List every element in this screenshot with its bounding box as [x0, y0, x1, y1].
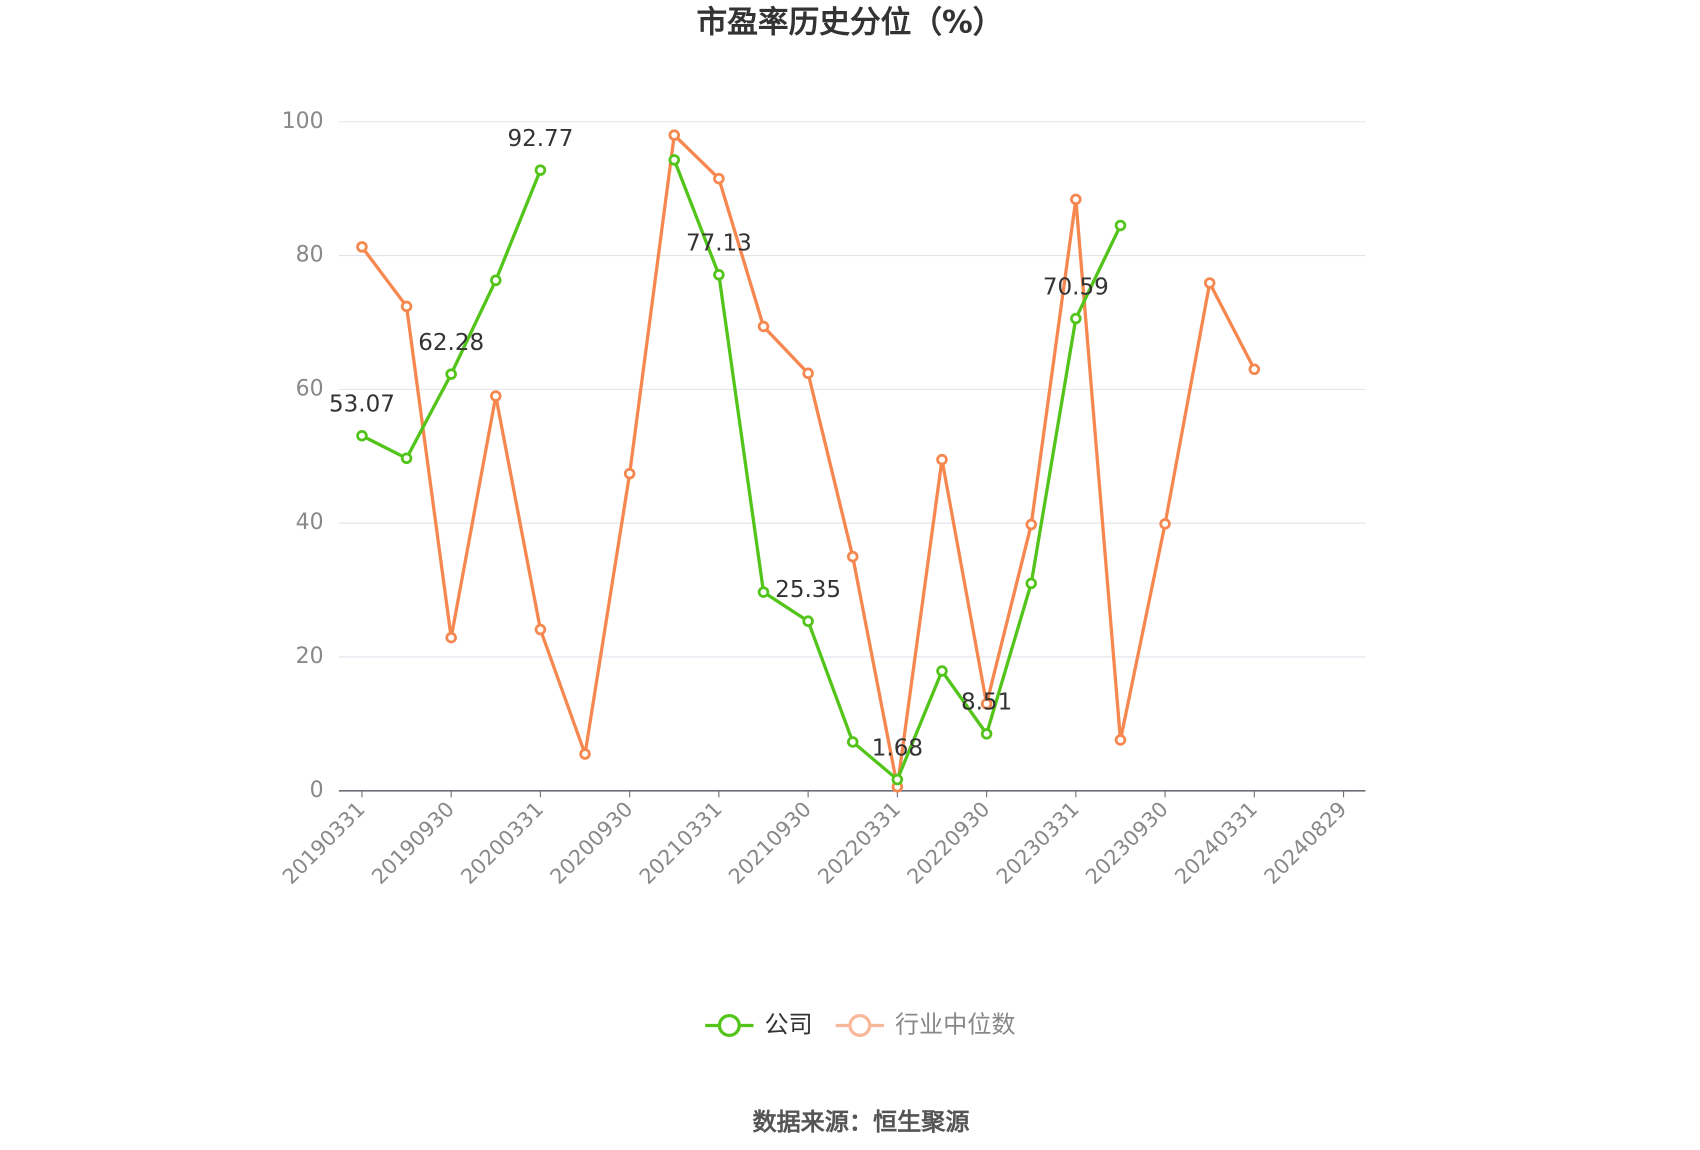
data-label: 1.68	[872, 735, 923, 761]
point	[891, 773, 904, 786]
point	[713, 172, 725, 185]
point	[534, 164, 547, 176]
x-tick-label: 20240829	[1259, 797, 1351, 889]
point	[400, 452, 413, 465]
y-tick-label: 100	[282, 109, 324, 134]
data-label: 62.28	[418, 330, 484, 356]
x-tick-label: 20210331	[635, 797, 727, 889]
x-tick-label: 20220331	[813, 797, 905, 889]
data-label: 92.77	[507, 126, 573, 152]
point	[980, 698, 993, 710]
data-label: 8.51	[961, 690, 1012, 716]
point	[356, 241, 368, 253]
chart-title: 市盈率历史分位（%）	[697, 5, 1004, 41]
x-tick-label: 20200331	[456, 797, 548, 889]
point	[846, 550, 859, 563]
point	[757, 586, 770, 598]
point	[445, 368, 457, 380]
data-label: 53.07	[329, 392, 395, 418]
legend-marker	[848, 1013, 872, 1038]
legend-item: 公司	[705, 1011, 813, 1039]
data-label: 70.59	[1043, 274, 1109, 300]
y-tick-label: 20	[296, 644, 324, 669]
data-label: 25.35	[775, 577, 841, 603]
legend-label: 公司	[764, 1011, 812, 1039]
y-tick-label: 60	[296, 376, 324, 401]
point	[1114, 219, 1127, 232]
point	[1070, 193, 1082, 206]
data-label: 77.13	[686, 231, 752, 257]
x-tick-label: 20230331	[992, 797, 1084, 889]
point	[490, 274, 502, 287]
x-tick-label: 20190331	[278, 797, 370, 889]
point	[757, 320, 770, 333]
point	[1114, 734, 1127, 746]
point	[1203, 277, 1216, 289]
point	[356, 429, 368, 442]
point	[1159, 518, 1171, 530]
legend-marker	[717, 1013, 741, 1038]
y-tick-label: 80	[296, 243, 324, 268]
series-line	[360, 131, 1256, 788]
y-tick-label: 0	[310, 778, 324, 803]
point	[490, 390, 502, 402]
point	[802, 615, 814, 627]
point	[534, 623, 547, 636]
point	[668, 154, 681, 166]
point	[445, 631, 457, 644]
point	[936, 665, 948, 677]
point	[623, 467, 636, 480]
point	[1025, 518, 1037, 531]
legend-item: 行业中位数	[835, 1011, 1016, 1039]
source: 数据来源：恒生聚源	[752, 1108, 969, 1136]
point	[802, 367, 814, 380]
x-tick-label: 20210930	[724, 797, 816, 889]
point	[713, 269, 725, 281]
x-tick-label: 20220930	[902, 797, 994, 889]
point	[668, 129, 681, 141]
point	[846, 736, 859, 748]
point	[579, 748, 591, 760]
point	[936, 453, 948, 466]
point	[1248, 363, 1261, 376]
point	[1070, 312, 1082, 325]
x-tick-label: 20200930	[545, 797, 637, 889]
x-tick-label: 20240331	[1170, 797, 1262, 889]
legend-label: 行业中位数	[895, 1011, 1016, 1039]
point	[980, 728, 993, 740]
point	[400, 300, 413, 313]
x-tick-label: 20190930	[367, 797, 459, 889]
point	[1025, 577, 1037, 590]
y-tick-label: 40	[296, 510, 324, 535]
x-tick-label: 20230930	[1081, 797, 1173, 889]
